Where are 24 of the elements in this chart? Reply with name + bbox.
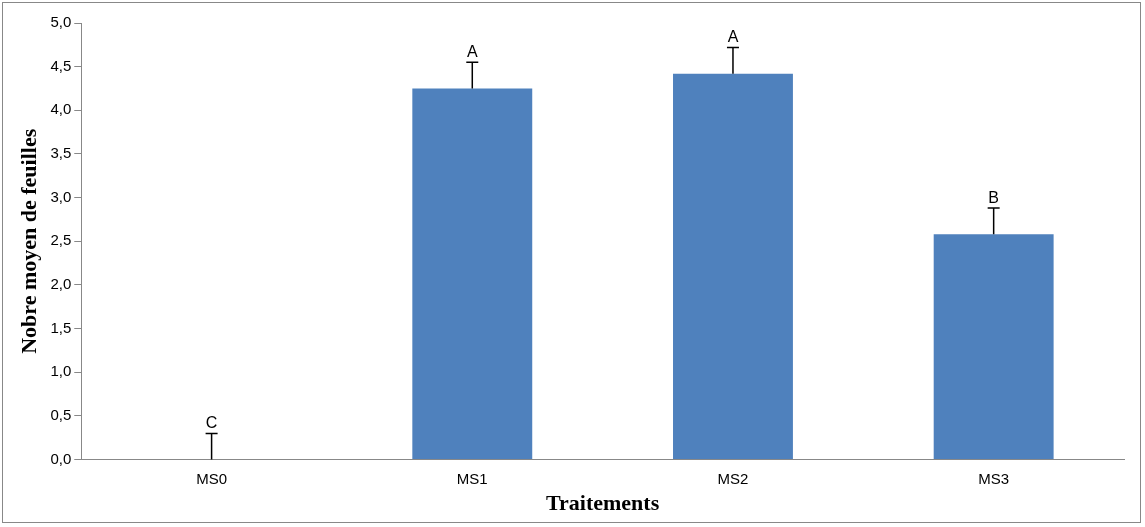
y-tick-label: 0,0 xyxy=(50,449,72,467)
x-tick-label: MS2 xyxy=(717,469,749,487)
x-tick-label: MS3 xyxy=(978,469,1010,487)
y-axis-title: Nobre moyen de feuilles xyxy=(15,128,41,354)
y-tick-label: 1,5 xyxy=(50,318,72,336)
y-tick-label: 0,5 xyxy=(50,406,72,424)
annotation: A xyxy=(727,27,739,45)
x-tick-label: MS0 xyxy=(196,469,228,487)
y-tick-label: 2,0 xyxy=(50,275,72,293)
annotation: B xyxy=(988,188,999,206)
annotation: C xyxy=(205,413,218,431)
x-tick-label: MS1 xyxy=(456,469,488,487)
y-tick-label: 5,0 xyxy=(50,13,72,31)
y-tick-label: 1,0 xyxy=(50,362,72,380)
y-tick-label: 3,5 xyxy=(50,144,72,162)
y-tick-label: 4,0 xyxy=(50,100,72,118)
bar xyxy=(412,88,533,460)
y-tick-label: 4,5 xyxy=(50,56,72,74)
y-tick-label: 2,5 xyxy=(50,231,72,249)
y-tick-label: 3,0 xyxy=(50,187,72,205)
x-axis-title: Traitements xyxy=(546,490,660,516)
annotation: A xyxy=(466,42,478,60)
bar xyxy=(673,73,793,460)
bar xyxy=(933,234,1054,460)
